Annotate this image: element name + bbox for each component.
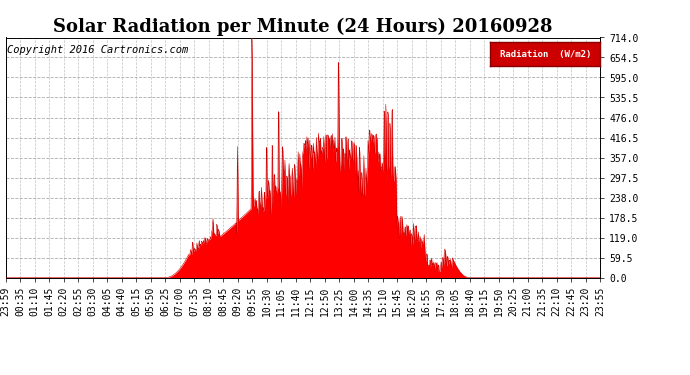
Title: Solar Radiation per Minute (24 Hours) 20160928: Solar Radiation per Minute (24 Hours) 20… xyxy=(53,18,553,36)
Text: Copyright 2016 Cartronics.com: Copyright 2016 Cartronics.com xyxy=(7,45,188,55)
